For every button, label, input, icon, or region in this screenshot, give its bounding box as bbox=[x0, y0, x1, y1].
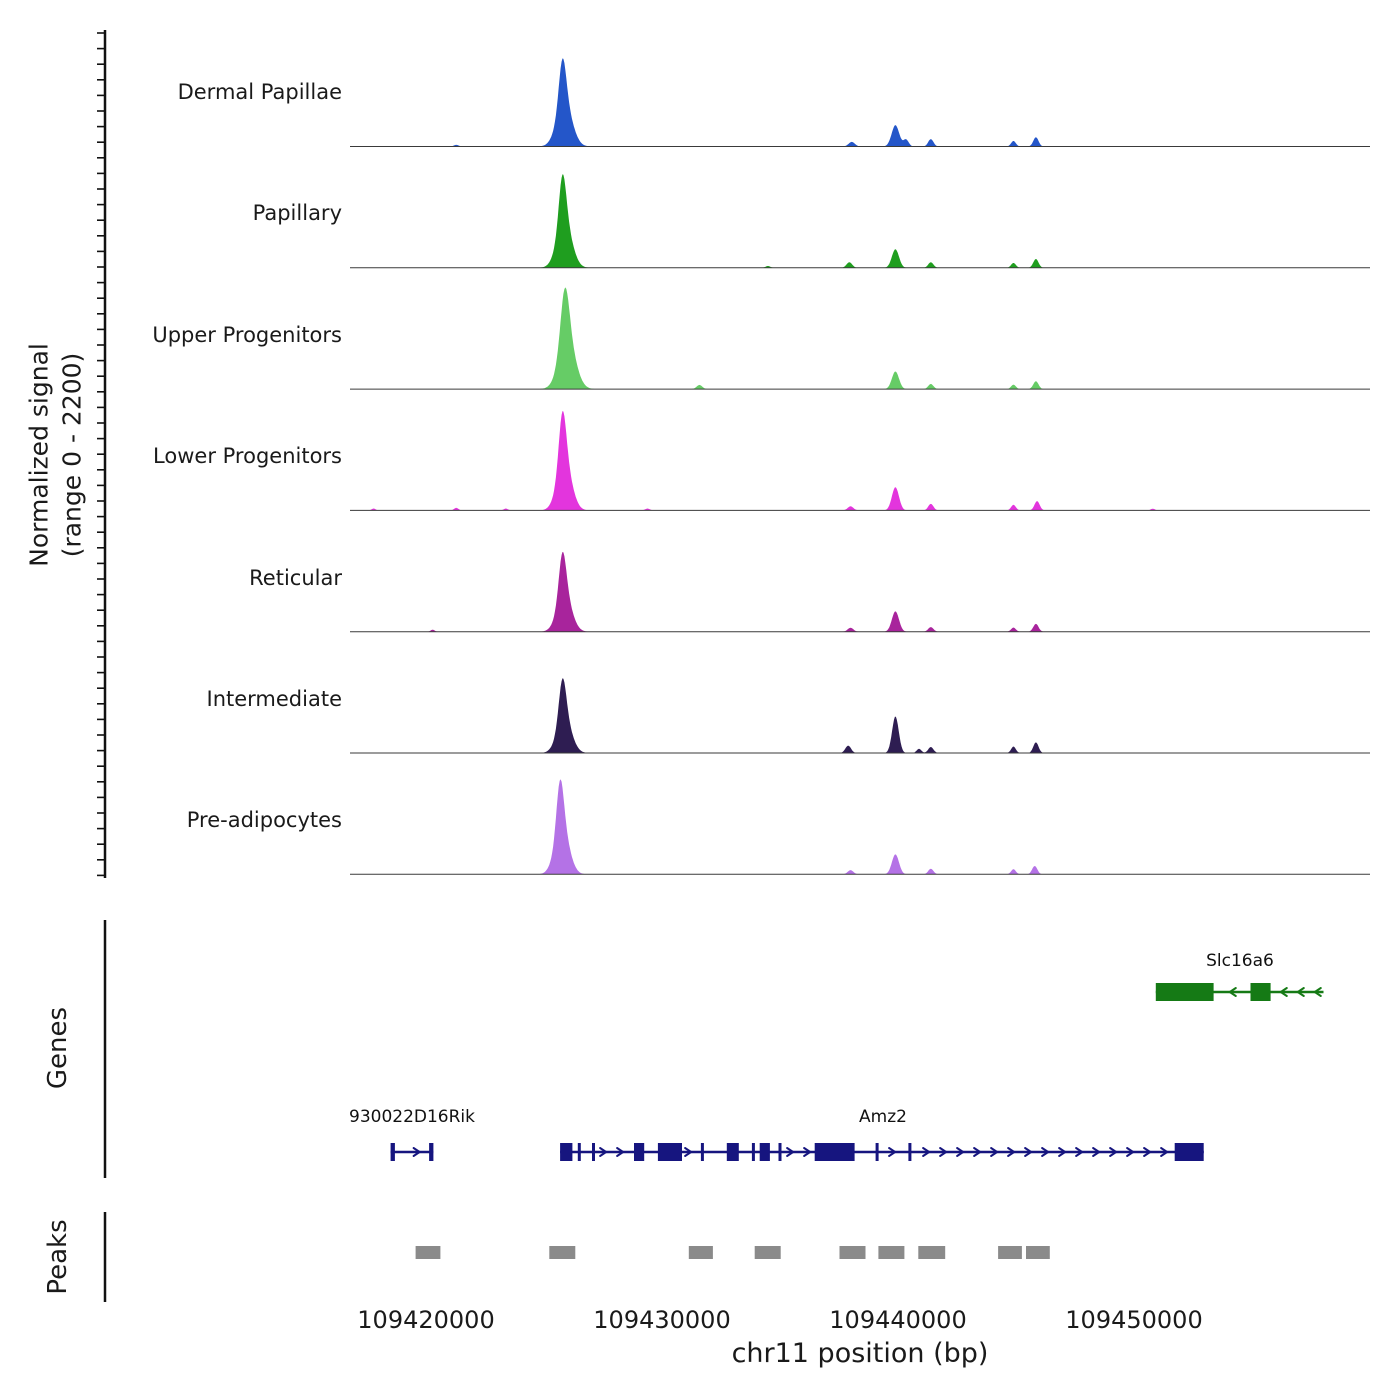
peak-call-3 bbox=[754, 1246, 781, 1259]
gene-strand-arrow-amz2 bbox=[973, 1147, 982, 1157]
gene-exon-amz2 bbox=[1174, 1143, 1204, 1161]
gene-exon-930022d16rik bbox=[390, 1143, 395, 1161]
gene-exon-amz2 bbox=[700, 1143, 704, 1161]
x-tick-109450000: 109450000 bbox=[1065, 1306, 1203, 1334]
track-label-reticular: Reticular bbox=[249, 566, 342, 590]
gene-strand-arrow-slc16a6 bbox=[1296, 987, 1305, 997]
signal-track-area-0 bbox=[350, 58, 1370, 147]
signal-track-area-5 bbox=[350, 678, 1370, 753]
gene-strand-arrow-amz2 bbox=[1092, 1147, 1101, 1157]
x-tick-109440000: 109440000 bbox=[829, 1306, 967, 1334]
gene-strand-arrow-amz2 bbox=[1058, 1147, 1067, 1157]
gene-strand-arrow-amz2 bbox=[922, 1147, 931, 1157]
signal-track-area-2 bbox=[350, 287, 1370, 390]
gene-label-1930022d16rik: 930022D16Rik bbox=[349, 1107, 475, 1127]
gene-strand-arrow-amz2 bbox=[1024, 1147, 1033, 1157]
gene-exon-amz2 bbox=[634, 1143, 645, 1161]
gene-exon-amz2 bbox=[814, 1143, 855, 1161]
x-tick-109430000: 109430000 bbox=[593, 1306, 731, 1334]
peak-call-5 bbox=[878, 1246, 905, 1259]
gene-strand-arrow-amz2 bbox=[684, 1147, 693, 1157]
gene-exon-amz2 bbox=[592, 1143, 595, 1161]
gene-strand-arrow-amz2 bbox=[1007, 1147, 1016, 1157]
peak-call-0 bbox=[415, 1246, 441, 1259]
track-label-lower-progenitors: Lower Progenitors bbox=[153, 444, 342, 468]
peak-call-4 bbox=[839, 1246, 866, 1259]
gene-exon-amz2 bbox=[875, 1143, 879, 1161]
x-tick-109420000: 109420000 bbox=[357, 1306, 495, 1334]
gene-label-slc16a6: Slc16a6 bbox=[1206, 951, 1274, 971]
peak-call-8 bbox=[1026, 1246, 1050, 1259]
gene-strand-arrow-amz2 bbox=[803, 1147, 812, 1157]
gene-exon-amz2 bbox=[759, 1143, 770, 1161]
peaks-section-label: Peaks bbox=[43, 1219, 73, 1295]
gene-strand-arrow-amz2 bbox=[956, 1147, 965, 1157]
signal-track-area-3 bbox=[350, 411, 1370, 511]
gene-strand-arrow-amz2 bbox=[599, 1147, 608, 1157]
gene-strand-arrow-amz2 bbox=[888, 1147, 897, 1157]
gene-exon-amz2 bbox=[657, 1143, 682, 1161]
peak-call-1 bbox=[549, 1246, 576, 1259]
x-axis-title: chr11 position (bp) bbox=[731, 1338, 989, 1369]
gene-strand-arrow-amz2 bbox=[1041, 1147, 1050, 1157]
gene-exon-amz2 bbox=[778, 1143, 782, 1161]
gene-strand-arrow-slc16a6 bbox=[1279, 987, 1288, 997]
gene-strand-arrow-slc16a6 bbox=[1228, 987, 1237, 997]
track-label-upper-progenitors: Upper Progenitors bbox=[152, 323, 342, 347]
gene-strand-arrow-amz2 bbox=[1075, 1147, 1084, 1157]
peak-call-6 bbox=[918, 1246, 946, 1259]
signal-track-area-4 bbox=[350, 551, 1370, 632]
track-label-pre-adipocytes: Pre-adipocytes bbox=[186, 808, 342, 832]
gene-strand-arrow-amz2 bbox=[786, 1147, 795, 1157]
track-label-intermediate: Intermediate bbox=[206, 687, 343, 711]
gene-strand-arrow-amz2 bbox=[1109, 1147, 1118, 1157]
peak-call-7 bbox=[998, 1246, 1022, 1259]
gene-exon-930022d16rik bbox=[429, 1143, 434, 1161]
gene-exon-amz2 bbox=[560, 1143, 573, 1161]
gene-exon-amz2 bbox=[577, 1143, 581, 1161]
gene-strand-arrow-amz2 bbox=[1126, 1147, 1135, 1157]
gene-exon-amz2 bbox=[751, 1143, 755, 1161]
signal-track-area-6 bbox=[350, 779, 1370, 875]
gene-strand-arrow-amz2 bbox=[1160, 1147, 1169, 1157]
genes-section-label: Genes bbox=[43, 1006, 73, 1090]
gene-exon-amz2 bbox=[908, 1143, 912, 1161]
gene-strand-arrow-slc16a6 bbox=[1313, 987, 1322, 997]
gene-strand-arrow-amz2 bbox=[939, 1147, 948, 1157]
track-label-dermal-papillae: Dermal Papillae bbox=[177, 80, 342, 104]
gene-label-amz2: Amz2 bbox=[859, 1107, 907, 1127]
gene-strand-arrow-amz2 bbox=[616, 1147, 625, 1157]
gene-strand-arrow-amz2 bbox=[990, 1147, 999, 1157]
gene-strand-arrow-amz2 bbox=[1143, 1147, 1152, 1157]
gene-exon-slc16a6 bbox=[1155, 983, 1214, 1001]
track-label-papillary: Papillary bbox=[252, 201, 342, 225]
gene-exon-slc16a6 bbox=[1250, 983, 1271, 1001]
gene-strand-arrow-930022d16rik bbox=[412, 1147, 421, 1157]
gene-exon-amz2 bbox=[726, 1143, 739, 1161]
signal-track-area-1 bbox=[350, 174, 1370, 268]
peak-call-2 bbox=[688, 1246, 713, 1259]
